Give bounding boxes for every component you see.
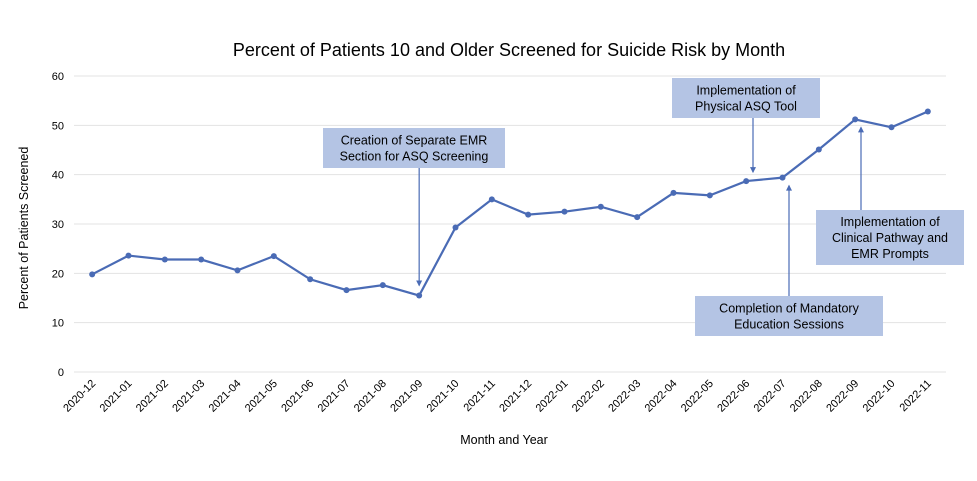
x-tick-label: 2021-11 [461, 378, 497, 414]
y-tick-label: 20 [52, 268, 64, 280]
x-tick-label: 2022-05 [679, 378, 716, 415]
x-axis-label: Month and Year [460, 433, 548, 447]
callout-text: Completion of Mandatory [719, 302, 859, 316]
x-tick-label: 2021-12 [497, 378, 534, 415]
callout-text: Section for ASQ Screening [340, 150, 489, 164]
x-tick-label: 2022-10 [861, 378, 898, 415]
callout-text: Creation of Separate EMR [341, 134, 488, 148]
x-axis-ticks: 2020-12 2021-01 2021-02 2021-03 2021-04 2021-… [61, 378, 934, 415]
series-line [91, 110, 929, 297]
y-tick-label: 0 [58, 367, 64, 379]
data-point [743, 178, 750, 185]
x-tick-label: 2022-11 [897, 378, 933, 414]
series-layer [89, 108, 931, 299]
data-point [815, 146, 822, 153]
y-tick-label: 60 [52, 71, 64, 83]
x-tick-label: 2021-08 [352, 378, 389, 415]
x-tick-label: 2021-09 [388, 378, 425, 415]
data-point [89, 271, 96, 278]
data-point [852, 116, 859, 123]
x-tick-label: 2021-05 [243, 378, 280, 415]
annotations: Creation of Separate EMR Section for ASQ … [323, 78, 964, 336]
data-point [706, 192, 713, 199]
y-tick-label: 50 [52, 120, 64, 132]
x-tick-label: 2020-12 [61, 378, 98, 415]
data-point [525, 211, 532, 218]
arrow-head [750, 167, 756, 174]
data-point [779, 174, 786, 181]
annotation-callout: Implementation of Clinical Pathway and EMR… [816, 126, 964, 265]
callout-text: Implementation of [840, 215, 940, 229]
arrow-head [786, 184, 792, 191]
callout-box [672, 78, 820, 118]
x-tick-label: 2021-03 [170, 378, 207, 415]
data-point [307, 276, 314, 283]
data-point [234, 267, 241, 274]
callout-text: EMR Prompts [851, 247, 929, 261]
x-tick-label: 2022-07 [752, 378, 789, 415]
x-tick-label: 2021-10 [425, 378, 462, 415]
data-point [343, 287, 350, 294]
data-point [379, 282, 386, 289]
gridlines [74, 75, 946, 373]
data-point [161, 256, 168, 263]
y-tick-label: 30 [52, 219, 64, 231]
data-point [452, 224, 459, 231]
annotation-callout: Completion of Mandatory Education Session… [695, 184, 883, 336]
data-point [561, 208, 568, 215]
x-tick-label: 2021-06 [279, 378, 316, 415]
callout-text: Physical ASQ Tool [695, 100, 797, 114]
x-tick-label: 2021-04 [207, 378, 244, 415]
callout-box [816, 210, 964, 265]
data-point [634, 214, 641, 221]
data-point [670, 189, 677, 196]
data-point [488, 196, 495, 203]
x-tick-label: 2021-07 [316, 378, 353, 415]
x-tick-label: 2022-06 [715, 378, 752, 415]
data-point [924, 108, 931, 115]
data-point [597, 203, 604, 210]
annotation-callout: Implementation of Physical ASQ Tool [672, 78, 820, 174]
callout-text: Clinical Pathway and [832, 231, 948, 245]
data-point [125, 252, 132, 259]
arrow-head [858, 126, 864, 133]
data-point [416, 292, 423, 299]
callout-box [323, 128, 505, 168]
x-tick-label: 2022-08 [788, 378, 825, 415]
x-tick-label: 2021-01 [98, 378, 135, 415]
y-tick-label: 40 [52, 170, 64, 182]
x-tick-label: 2022-02 [570, 378, 607, 415]
data-point [198, 256, 205, 263]
data-point [888, 124, 895, 131]
callout-text: Implementation of [696, 84, 796, 98]
arrow-head [416, 280, 423, 287]
chart-title: Percent of Patients 10 and Older Screene… [233, 40, 785, 60]
x-tick-label: 2022-09 [824, 378, 861, 415]
x-tick-label: 2022-01 [534, 378, 571, 415]
x-tick-label: 2021-02 [134, 378, 171, 415]
x-tick-label: 2022-03 [606, 378, 643, 415]
callout-box [695, 296, 883, 336]
data-point [270, 253, 277, 260]
x-tick-label: 2022-04 [643, 378, 680, 415]
y-axis-label: Percent of Patients Screened [17, 147, 31, 310]
callout-text: Education Sessions [734, 318, 844, 332]
annotation-callout: Creation of Separate EMR Section for ASQ … [323, 128, 505, 287]
y-axis-ticks: 0 10 20 30 40 50 60 [52, 71, 64, 379]
y-tick-label: 10 [52, 318, 64, 330]
